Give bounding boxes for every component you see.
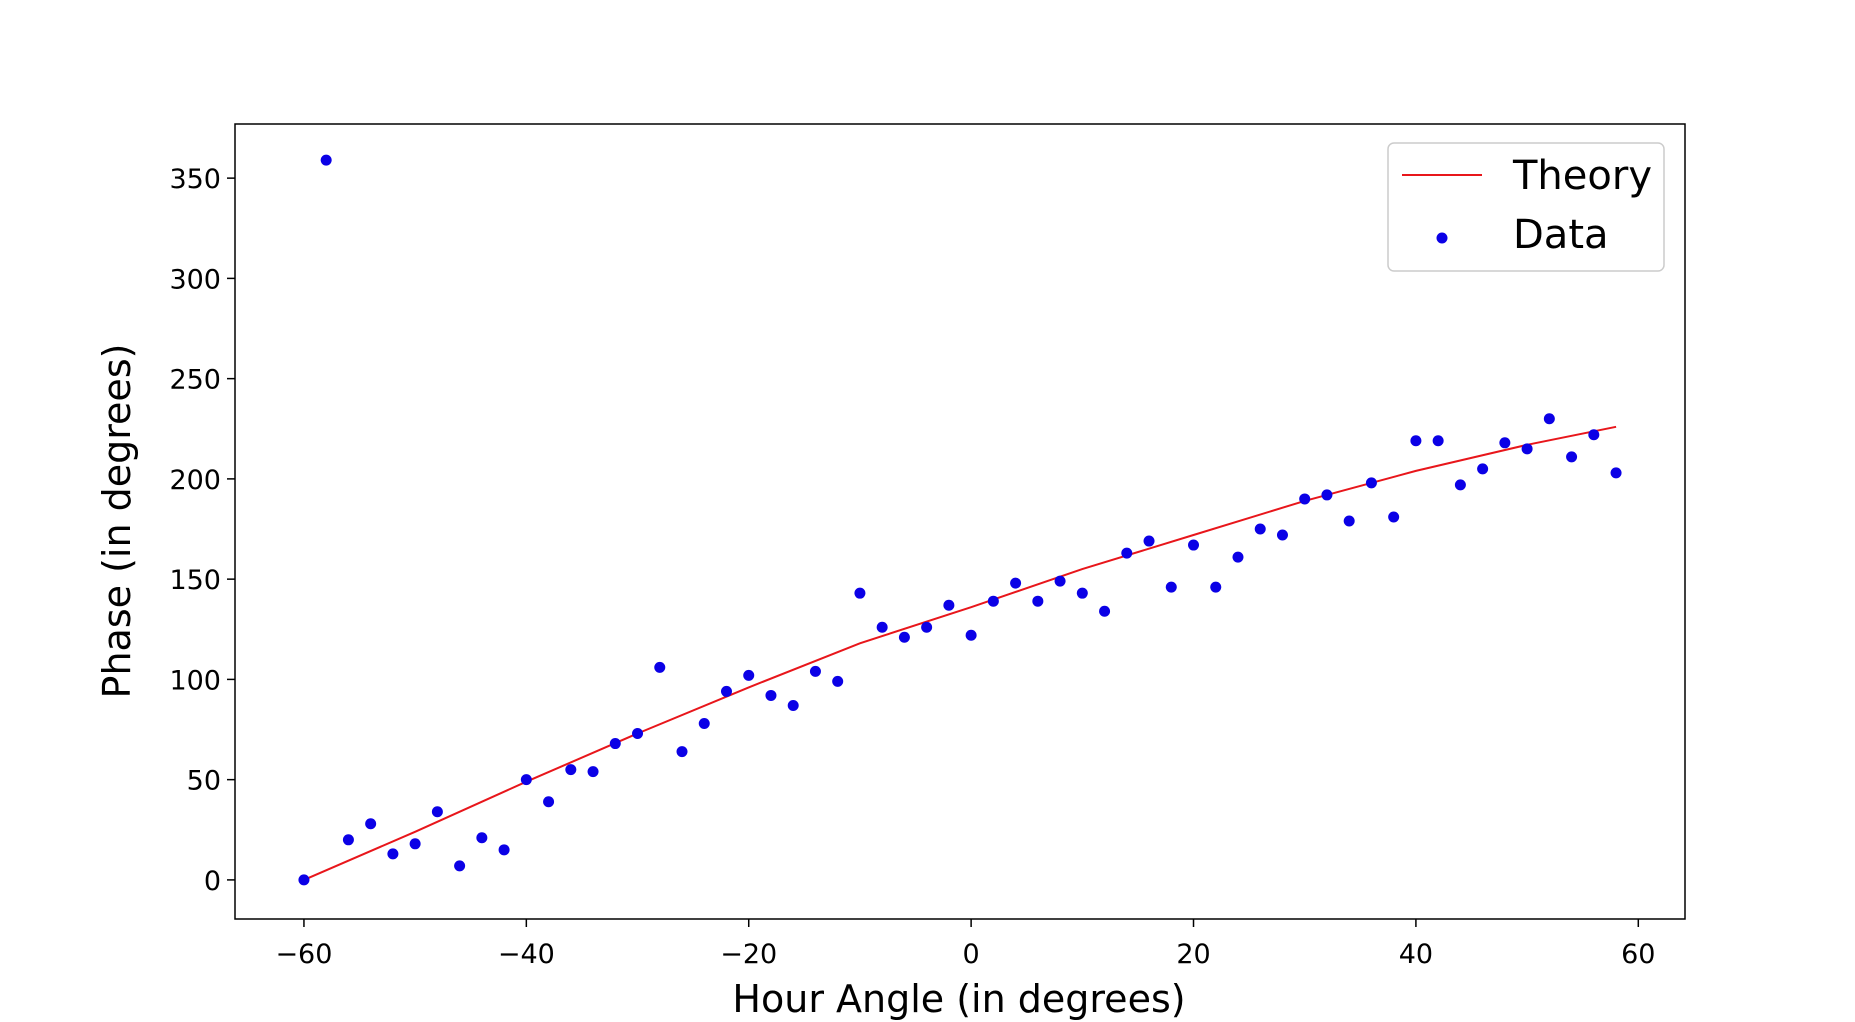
data-point xyxy=(1121,547,1133,559)
data-point xyxy=(1566,451,1578,463)
data-point xyxy=(943,599,955,611)
x-tick-label: −60 xyxy=(275,939,332,970)
data-point xyxy=(431,806,443,818)
data-point xyxy=(1143,535,1155,547)
data-point xyxy=(1032,595,1044,607)
data-point xyxy=(320,154,332,166)
data-point xyxy=(809,665,821,677)
data-point xyxy=(632,728,644,740)
legend-data-label: Data xyxy=(1513,212,1609,258)
data-point xyxy=(454,860,466,872)
x-tick-label: 60 xyxy=(1621,939,1655,970)
y-tick-label: 150 xyxy=(169,565,221,596)
y-axis-ticks: 0 50 100 150 200 250 300 350 xyxy=(169,164,235,897)
theory-line xyxy=(303,425,1617,881)
data-point xyxy=(1099,605,1111,617)
y-tick-label: 300 xyxy=(169,264,221,295)
data-point xyxy=(1232,551,1244,563)
data-point xyxy=(1432,435,1444,447)
data-point xyxy=(365,818,377,830)
plot-frame xyxy=(234,123,1686,920)
y-axis-title: Phase (in degrees) xyxy=(95,344,139,699)
x-tick-label: 0 xyxy=(963,939,980,970)
data-point xyxy=(1321,489,1333,501)
data-point xyxy=(609,738,621,750)
data-point xyxy=(1365,477,1377,489)
legend-data-swatch xyxy=(1436,232,1448,244)
data-point xyxy=(698,718,710,730)
data-point xyxy=(520,774,532,786)
data-point xyxy=(743,669,755,681)
data-point xyxy=(898,631,910,643)
data-point xyxy=(565,764,577,776)
data-point xyxy=(654,661,666,673)
data-point xyxy=(409,838,421,850)
data-point xyxy=(1543,413,1555,425)
data-point xyxy=(765,689,777,701)
y-tick-label: 200 xyxy=(169,465,221,496)
data-point xyxy=(1076,587,1088,599)
x-tick-label: −20 xyxy=(720,939,777,970)
data-point xyxy=(987,595,999,607)
x-axis-title: Hour Angle (in degrees) xyxy=(732,977,1185,1021)
data-point xyxy=(1343,515,1355,527)
data-point xyxy=(1499,437,1511,449)
legend-theory-label: Theory xyxy=(1512,153,1652,199)
data-point xyxy=(965,629,977,641)
data-point xyxy=(921,621,933,633)
data-point xyxy=(342,834,354,846)
x-tick-label: −40 xyxy=(498,939,555,970)
data-point xyxy=(1210,581,1222,593)
data-point xyxy=(387,848,399,860)
data-point xyxy=(720,685,732,697)
y-tick-label: 50 xyxy=(187,766,221,797)
data-point xyxy=(476,832,488,844)
y-tick-label: 100 xyxy=(169,665,221,696)
data-point xyxy=(787,699,799,711)
y-tick-label: 0 xyxy=(204,866,221,897)
plot-area xyxy=(298,154,1622,886)
x-tick-label: 20 xyxy=(1176,939,1210,970)
data-point xyxy=(543,796,555,808)
data-point xyxy=(1388,511,1400,523)
data-point xyxy=(1165,581,1177,593)
data-point xyxy=(832,675,844,687)
data-point xyxy=(1010,577,1022,589)
data-point xyxy=(1588,429,1600,441)
data-point xyxy=(1477,463,1489,475)
data-point xyxy=(498,844,510,856)
x-axis-ticks: −60 −40 −20 0 20 40 60 xyxy=(275,919,1655,970)
data-point xyxy=(1410,435,1422,447)
data-point xyxy=(1188,539,1200,551)
data-point xyxy=(1254,523,1266,535)
data-point xyxy=(1054,575,1066,587)
y-tick-label: 350 xyxy=(169,164,221,195)
x-tick-label: 40 xyxy=(1399,939,1433,970)
legend: Theory Data xyxy=(1387,142,1665,272)
data-point xyxy=(676,746,688,758)
data-point xyxy=(1521,443,1533,455)
data-point xyxy=(587,766,599,778)
y-tick-label: 250 xyxy=(169,365,221,396)
data-point xyxy=(298,874,310,886)
data-point xyxy=(1299,493,1311,505)
data-point xyxy=(854,587,866,599)
data-point xyxy=(1610,467,1622,479)
data-point xyxy=(1276,529,1288,541)
data-point xyxy=(876,621,888,633)
data-point xyxy=(1454,479,1466,491)
